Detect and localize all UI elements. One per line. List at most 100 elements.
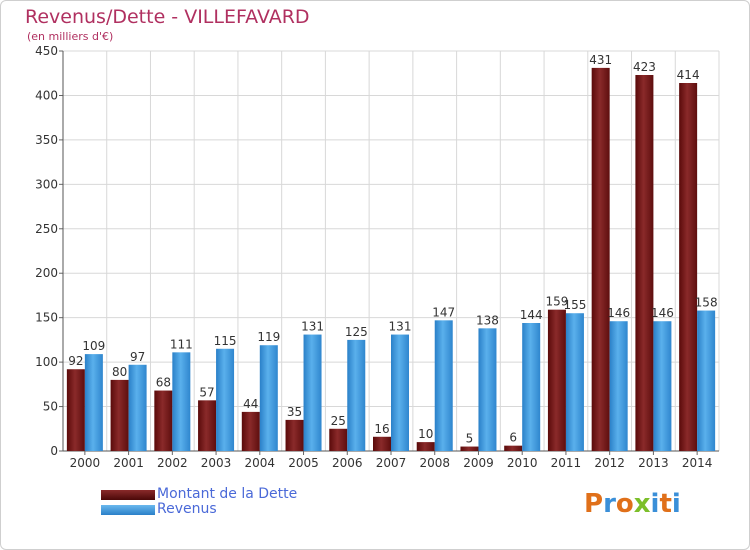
bar-dette [198,400,217,451]
bar-dette [154,390,173,451]
data-label-revenus: 158 [695,296,718,310]
x-tick-label: 2001 [113,456,144,470]
x-tick-label: 2012 [594,456,625,470]
data-label-revenus: 119 [257,330,280,344]
y-tick-label: 200 [35,266,58,280]
bar-dette [679,83,698,451]
data-label-dette: 35 [287,405,302,419]
data-label-revenus: 109 [82,339,105,353]
data-label-dette: 5 [466,432,474,446]
bar-dette [110,379,129,451]
y-tick-label: 100 [35,355,58,369]
bar-revenus [347,339,366,451]
x-tick-label: 2009 [463,456,494,470]
bar-dette [285,419,304,451]
x-tick-label: 2010 [507,456,538,470]
bar-dette [635,75,654,451]
data-label-dette: 159 [545,295,568,309]
bar-revenus [697,310,716,451]
x-tick-label: 2007 [376,456,407,470]
data-label-revenus: 155 [563,298,586,312]
x-tick-label: 2003 [201,456,232,470]
data-label-revenus: 111 [170,337,193,351]
bar-revenus [259,345,278,451]
bar-revenus [84,354,103,451]
logo-letter: o [615,489,634,519]
bar-revenus [565,313,584,451]
legend-label-debt: Montant de la Dette [157,486,298,502]
y-tick-label: 50 [43,400,58,414]
chart-subtitle: (en milliers d'€) [27,30,114,43]
x-tick-label: 2006 [332,456,363,470]
legend-swatch-debt [101,490,155,500]
x-tick-label: 2005 [288,456,319,470]
x-tick-label: 2008 [419,456,450,470]
bar-revenus [522,323,541,451]
bar-revenus [303,334,322,451]
data-label-revenus: 131 [301,320,324,334]
logo-letter: r [603,489,616,519]
data-label-revenus: 144 [520,308,543,322]
bar-dette [504,445,523,451]
data-label-revenus: 138 [476,313,499,327]
x-tick-label: 2011 [551,456,582,470]
data-label-revenus: 115 [214,334,237,348]
data-label-dette: 25 [331,414,346,428]
data-label-dette: 414 [677,68,700,82]
data-label-dette: 423 [633,60,656,74]
bar-dette [329,428,348,451]
bar-dette [416,442,435,451]
data-label-dette: 16 [374,422,389,436]
logo-letter: i [671,489,681,519]
x-tick-label: 2000 [70,456,101,470]
x-tick-label: 2002 [157,456,188,470]
bar-revenus [128,364,147,451]
bar-dette [547,309,566,451]
logo-letter: x [633,489,651,519]
bar-dette [591,67,610,451]
y-tick-label: 250 [35,222,58,236]
bar-dette [460,446,479,451]
x-tick-label: 2004 [245,456,276,470]
y-tick-label: 300 [35,177,58,191]
y-tick-label: 150 [35,311,58,325]
y-tick-label: 350 [35,133,58,147]
x-tick-label: 2013 [638,456,669,470]
data-label-dette: 44 [243,397,258,411]
data-label-revenus: 146 [651,306,674,320]
x-tick-label: 2014 [682,456,713,470]
y-tick-label: 400 [35,88,58,102]
data-label-dette: 6 [509,431,517,445]
data-label-revenus: 97 [130,350,145,364]
data-label-dette: 431 [589,53,612,67]
bar-revenus [434,320,453,451]
proxiti-logo: Proxiti [584,489,681,519]
bar-revenus [391,334,409,451]
bar-revenus [653,321,672,451]
bar-revenus [478,328,497,451]
bar-revenus [172,352,191,451]
logo-letter: t [659,489,672,519]
y-tick-label: 450 [35,44,58,58]
logo-letter: i [650,489,660,519]
data-label-revenus: 131 [389,320,412,334]
data-label-revenus: 147 [432,305,455,319]
data-label-revenus: 146 [607,306,630,320]
y-tick-label: 0 [50,444,58,458]
bars [66,67,716,451]
data-label-dette: 68 [156,376,171,390]
bar-dette [241,411,260,451]
chart-title: Revenus/Dette - VILLEFAVARD [25,6,310,28]
data-label-revenus: 125 [345,325,368,339]
data-label-dette: 57 [199,385,214,399]
data-label-dette: 80 [112,365,127,379]
bar-dette [66,369,85,451]
legend-label-revenus: Revenus [157,501,217,517]
data-label-dette: 10 [418,427,433,441]
logo-letter: P [584,489,604,519]
data-label-dette: 92 [68,354,83,368]
bar-dette [373,436,391,451]
